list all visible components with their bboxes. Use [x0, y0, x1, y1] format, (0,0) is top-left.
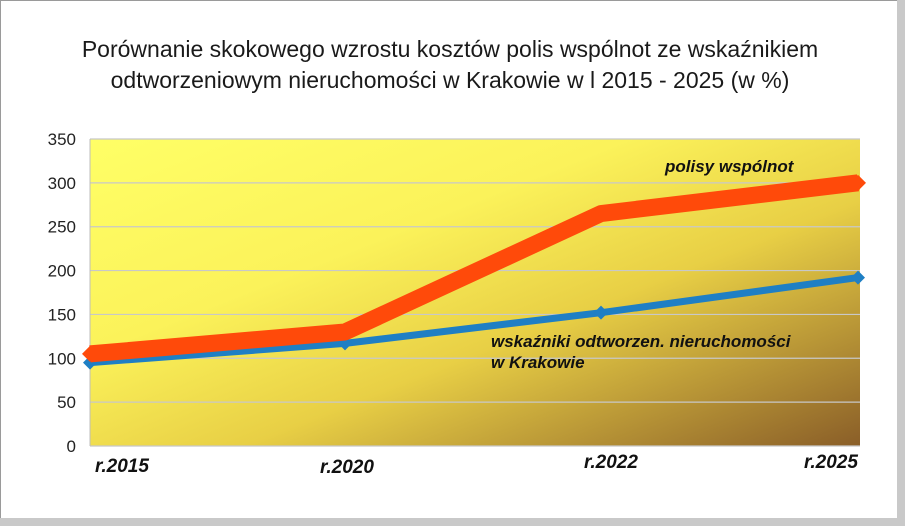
y-tick-label: 50: [57, 393, 76, 412]
series-layer: [82, 174, 866, 370]
gridlines: [90, 138, 860, 447]
chart-title: Porównanie skokowego wzrostu kosztów pol…: [40, 34, 860, 96]
x-tick-label: r.2025: [804, 452, 858, 473]
series-line-polisy: [89, 174, 860, 363]
chart-title-line-2: odtworzeniowym nieruchomości w Krakowie …: [110, 67, 790, 93]
series-label-wskazniki-line-2: w Krakowie: [491, 353, 585, 372]
series-labels: polisy wspólnot wskaźniki odtworzen. nier…: [491, 157, 795, 372]
data-point-marker: [337, 323, 353, 340]
y-tick-label: 150: [48, 305, 76, 324]
series-line-wskazniki: [89, 274, 859, 367]
frame-shadow-right: [897, 0, 905, 526]
x-axis-ticks: r.2015 r.2020 r.2022 r.2025: [95, 452, 858, 478]
frame-shadow-bottom: [0, 518, 905, 526]
x-tick-label: r.2022: [584, 452, 638, 473]
y-tick-label: 100: [48, 349, 76, 368]
chart-title-line-1: Porównanie skokowego wzrostu kosztów pol…: [81, 36, 819, 62]
y-tick-label: 0: [67, 437, 76, 456]
data-point-marker: [851, 270, 865, 285]
data-point-marker: [82, 345, 98, 362]
data-point-marker: [594, 305, 608, 320]
data-point-marker: [850, 174, 866, 191]
x-tick-label: r.2015: [95, 456, 149, 477]
series-label-wskazniki-line-1: wskaźniki odtworzen. nieruchomości: [491, 332, 792, 351]
y-axis-ticks: 0 50 100 150 200 250 300 350: [48, 130, 76, 456]
x-tick-label: r.2020: [320, 457, 374, 478]
data-point-marker: [593, 205, 609, 222]
y-tick-label: 200: [48, 262, 76, 281]
series-label-polisy: polisy wspólnot: [664, 157, 795, 176]
y-tick-label: 250: [48, 218, 76, 237]
y-tick-label: 350: [48, 130, 76, 149]
y-tick-label: 300: [48, 174, 76, 193]
